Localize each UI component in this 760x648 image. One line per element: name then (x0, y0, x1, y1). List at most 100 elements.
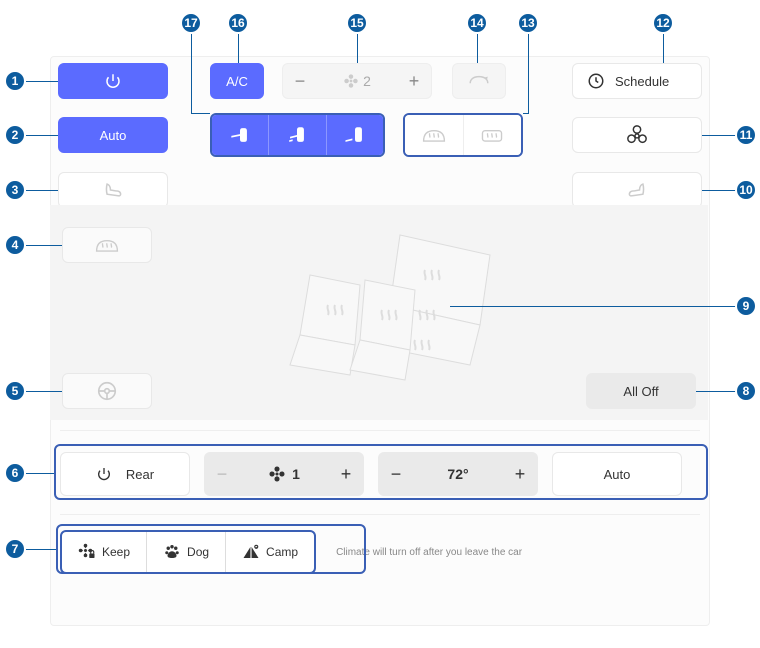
rear-power-button[interactable]: Rear (60, 452, 190, 496)
callout-line (702, 190, 736, 191)
clock-icon (587, 72, 605, 90)
divider (60, 514, 700, 515)
callout-7: 7 (4, 538, 26, 560)
rear-temp-stepper[interactable]: − 72° + (378, 452, 538, 496)
airflow-face-feet-icon (284, 124, 310, 146)
callout-line (26, 135, 58, 136)
schedule-button[interactable]: Schedule (572, 63, 702, 99)
rear-fan-value: 1 (292, 466, 300, 482)
callout-line (450, 306, 736, 307)
auto-button[interactable]: Auto (58, 117, 168, 153)
rear-temp-plus[interactable]: + (503, 453, 537, 495)
power-icon (104, 72, 122, 90)
camp-mode[interactable]: ✦ Camp (225, 532, 314, 572)
callout-line (26, 81, 58, 82)
dog-mode[interactable]: Dog (146, 532, 225, 572)
airflow-segment (210, 113, 385, 157)
keep-label: Keep (102, 545, 130, 559)
callout-13: 13 (517, 12, 539, 34)
rear-fan-minus[interactable]: − (205, 453, 239, 495)
driver-seat-button[interactable] (58, 172, 168, 208)
rear-label: Rear (126, 467, 154, 482)
callout-line (702, 135, 736, 136)
steering-heat-button[interactable] (62, 373, 152, 409)
fan-plus[interactable]: + (397, 64, 431, 98)
rear-fan-plus[interactable]: + (329, 453, 363, 495)
ac-button[interactable]: A/C (210, 63, 264, 99)
rear-temp-display: 72° (413, 466, 503, 482)
defrost-rear[interactable] (463, 115, 522, 155)
airflow-feet[interactable] (326, 115, 383, 155)
callout-line (26, 190, 58, 191)
passenger-seat-button[interactable] (572, 172, 702, 208)
callout-line (357, 34, 358, 63)
callout-17: 17 (180, 12, 202, 34)
paw-icon (163, 543, 181, 561)
defrost-front[interactable] (405, 115, 463, 155)
callout-line (696, 391, 736, 392)
callout-line (191, 113, 210, 114)
callout-line (26, 549, 56, 550)
airflow-face-icon (227, 124, 253, 146)
defrost-front-icon (421, 125, 447, 145)
camp-label: Camp (266, 545, 298, 559)
callout-4: 4 (4, 234, 26, 256)
keep-mode[interactable]: Keep (62, 532, 146, 572)
recirc-button[interactable] (452, 63, 506, 99)
recirc-icon (468, 74, 490, 88)
airflow-face-feet[interactable] (268, 115, 325, 155)
callout-2: 2 (4, 124, 26, 146)
fan-stepper[interactable]: − 2 + (282, 63, 432, 99)
callout-12: 12 (652, 12, 674, 34)
divider (60, 430, 700, 431)
steering-wheel-icon (96, 380, 118, 402)
callout-14: 14 (466, 12, 488, 34)
windshield-heat-button[interactable] (62, 227, 152, 263)
fan-lock-icon (78, 543, 96, 561)
callout-6: 6 (4, 462, 26, 484)
fan-icon (268, 465, 286, 483)
callout-line (238, 34, 239, 63)
windshield-heat-icon (94, 235, 120, 255)
seat-right-icon (626, 181, 648, 199)
callout-16: 16 (227, 12, 249, 34)
callout-line (663, 34, 664, 63)
modes-segment: Keep Dog ✦ Camp (60, 530, 316, 574)
callout-line (477, 34, 478, 63)
all-off-button[interactable]: All Off (586, 373, 696, 409)
rear-controls-row: Rear − 1 + − 72° + Auto (60, 450, 700, 498)
footnote-text: Climate will turn off after you leave th… (336, 547, 522, 558)
callout-line (191, 34, 192, 114)
tent-icon: ✦ (242, 543, 260, 561)
defrost-segment (403, 113, 523, 157)
dog-label: Dog (187, 545, 209, 559)
seat-heater-area: All Off (50, 205, 708, 420)
rear-auto-label: Auto (604, 467, 631, 482)
seat-left-icon (102, 181, 124, 199)
seat-layout-image[interactable] (250, 215, 510, 405)
auto-label: Auto (100, 128, 127, 143)
rear-fan-stepper[interactable]: − 1 + (204, 452, 364, 496)
all-off-label: All Off (623, 384, 658, 399)
callout-15: 15 (346, 12, 368, 34)
biohazard-icon (626, 124, 648, 146)
rear-auto-button[interactable]: Auto (552, 452, 682, 496)
power-button[interactable] (58, 63, 168, 99)
fan-value: 2 (363, 73, 371, 89)
callout-1: 1 (4, 70, 26, 92)
rear-fan-display: 1 (239, 465, 329, 483)
modes-row: Keep Dog ✦ Camp Climate will turn off af… (60, 530, 700, 574)
callout-9: 9 (735, 295, 757, 317)
callout-line (528, 34, 529, 114)
fan-icon (343, 73, 359, 89)
callout-5: 5 (4, 380, 26, 402)
fan-minus[interactable]: − (283, 64, 317, 98)
rear-temp-minus[interactable]: − (379, 453, 413, 495)
airflow-feet-icon (342, 124, 368, 146)
bioweapon-button[interactable] (572, 117, 702, 153)
callout-line (26, 391, 62, 392)
callout-11: 11 (735, 124, 757, 146)
fan-display: 2 (317, 73, 397, 89)
airflow-face[interactable] (212, 115, 268, 155)
schedule-label: Schedule (615, 74, 669, 89)
